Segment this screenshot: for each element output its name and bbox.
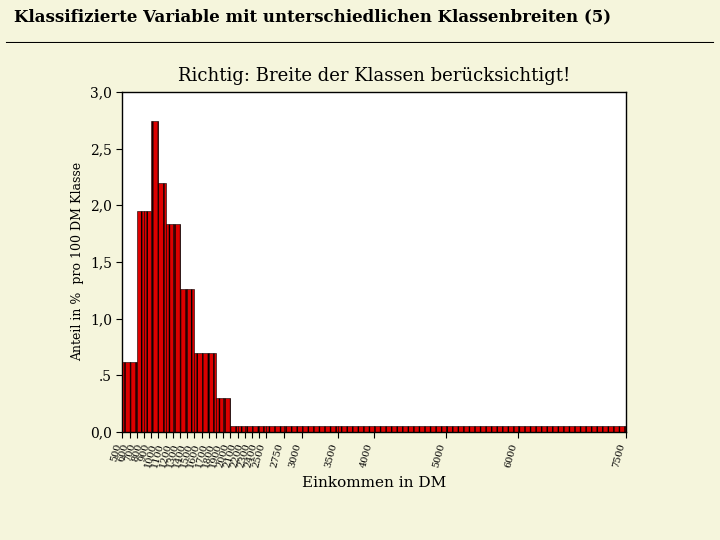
Bar [216, 398, 223, 432]
Bar [180, 289, 187, 432]
Bar [202, 353, 209, 432]
Title: Richtig: Breite der Klassen berücksichtigt!: Richtig: Breite der Klassen berücksichti… [179, 66, 570, 85]
Bar [284, 427, 302, 432]
Bar [302, 427, 338, 432]
Bar [230, 427, 238, 432]
Bar [518, 427, 626, 432]
Text: Klassifizierte Variable mit unterschiedlichen Klassenbreiten (5): Klassifizierte Variable mit unterschiedl… [14, 9, 611, 26]
Bar [245, 427, 252, 432]
Bar [151, 122, 158, 432]
Bar [338, 427, 374, 432]
Bar [130, 362, 137, 432]
Bar [194, 353, 202, 432]
Y-axis label: Anteil in %  pro 100 DM Klasse: Anteil in % pro 100 DM Klasse [71, 163, 84, 361]
Bar [137, 211, 144, 432]
Bar [122, 362, 130, 432]
X-axis label: Einkommen in DM: Einkommen in DM [302, 476, 446, 490]
Bar [266, 427, 284, 432]
Bar [252, 427, 259, 432]
Bar [187, 289, 194, 432]
Bar [209, 353, 216, 432]
Bar [173, 225, 180, 432]
Bar [158, 183, 166, 432]
Bar [166, 225, 173, 432]
Bar [446, 427, 518, 432]
Bar [223, 398, 230, 432]
Bar [144, 211, 151, 432]
Bar [374, 427, 446, 432]
Bar [238, 427, 245, 432]
Bar [259, 427, 266, 432]
